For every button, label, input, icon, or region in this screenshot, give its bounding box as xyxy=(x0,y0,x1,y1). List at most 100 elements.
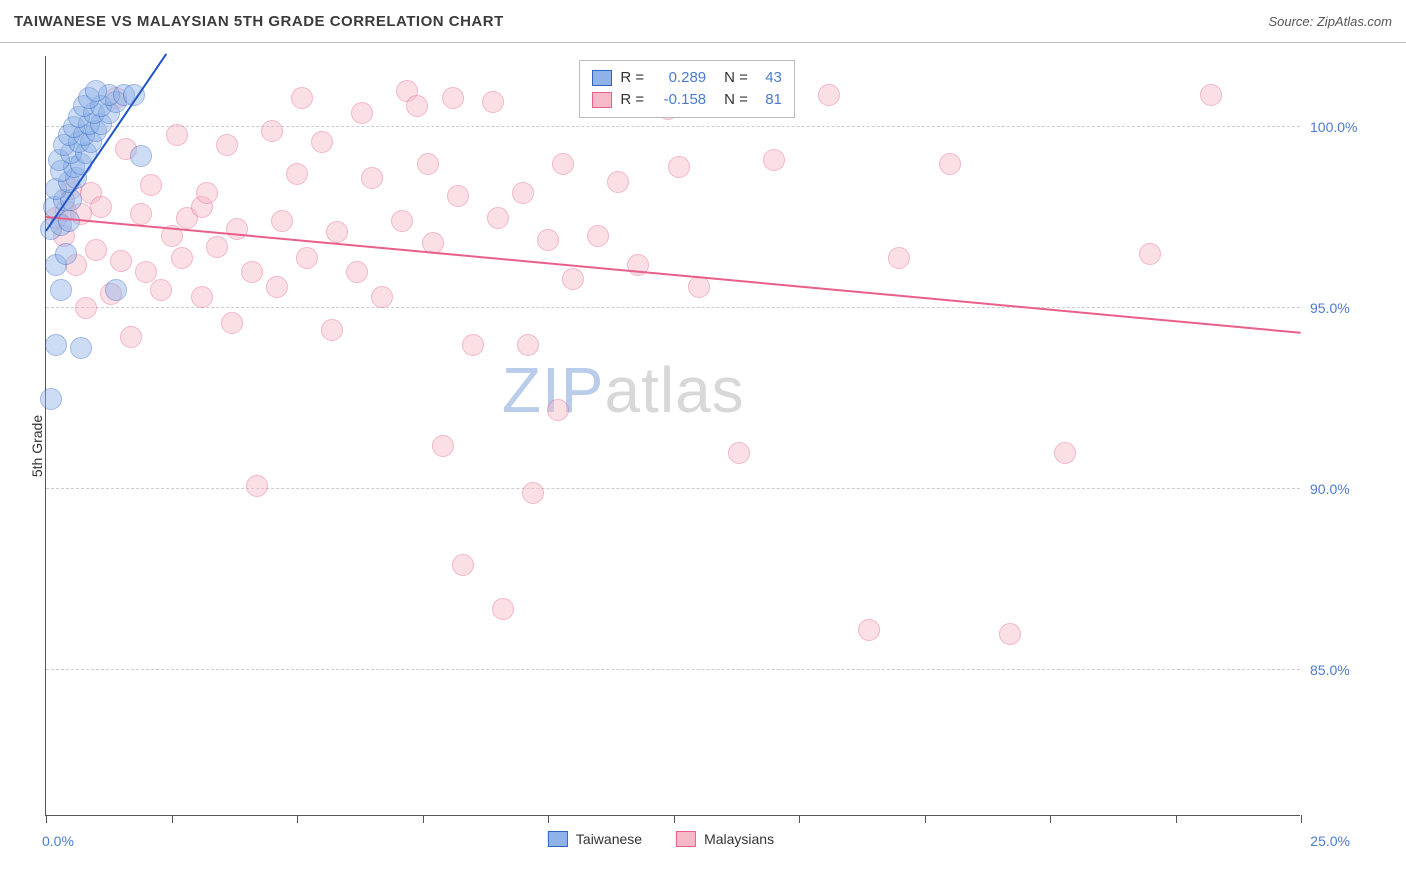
gridline xyxy=(46,307,1300,308)
malaysian-point xyxy=(85,239,107,261)
malaysian-point xyxy=(351,102,373,124)
malaysian-point xyxy=(346,261,368,283)
r-label: R = xyxy=(620,89,644,111)
malaysian-point xyxy=(171,247,193,269)
malaysian-point xyxy=(371,286,393,308)
legend-item: Taiwanese xyxy=(548,831,642,847)
malaysian-point xyxy=(452,554,474,576)
malaysian-point xyxy=(517,334,539,356)
malaysian-point xyxy=(120,326,142,348)
x-tick-label-right: 25.0% xyxy=(1310,833,1350,849)
malaysian-point xyxy=(150,279,172,301)
malaysian-point xyxy=(246,475,268,497)
malaysian-point xyxy=(587,225,609,247)
malaysian-point xyxy=(391,210,413,232)
malaysian-point xyxy=(447,185,469,207)
r-value: 0.289 xyxy=(652,67,706,89)
x-tick xyxy=(46,815,47,823)
malaysian-point xyxy=(763,149,785,171)
malaysian-point xyxy=(216,134,238,156)
malaysian-point xyxy=(140,174,162,196)
x-tick xyxy=(423,815,424,823)
malaysian-point xyxy=(512,182,534,204)
legend-stats: R =0.289N =43R =-0.158N =81 xyxy=(579,60,795,118)
x-tick xyxy=(172,815,173,823)
malaysian-point xyxy=(191,286,213,308)
malaysian-point xyxy=(90,196,112,218)
n-label: N = xyxy=(724,89,748,111)
malaysian-point xyxy=(196,182,218,204)
x-tick xyxy=(925,815,926,823)
malaysian-point xyxy=(668,156,690,178)
gridline xyxy=(46,488,1300,489)
malaysian-point xyxy=(522,482,544,504)
malaysian-point xyxy=(482,91,504,113)
malaysian-point xyxy=(130,203,152,225)
taiwanese-point xyxy=(130,145,152,167)
malaysian-point xyxy=(241,261,263,283)
x-tick xyxy=(674,815,675,823)
legend-label: Malaysians xyxy=(704,831,774,847)
x-tick-label-left: 0.0% xyxy=(42,833,74,849)
legend-swatch xyxy=(548,831,568,847)
n-label: N = xyxy=(724,67,748,89)
y-tick-label: 90.0% xyxy=(1310,481,1390,497)
y-tick-label: 95.0% xyxy=(1310,300,1390,316)
legend-swatch xyxy=(592,92,612,108)
malaysian-point xyxy=(296,247,318,269)
malaysian-point xyxy=(266,276,288,298)
y-tick-label: 100.0% xyxy=(1310,119,1390,135)
x-tick xyxy=(1301,815,1302,823)
x-tick xyxy=(1176,815,1177,823)
malaysian-point xyxy=(487,207,509,229)
malaysian-point xyxy=(728,442,750,464)
taiwanese-point xyxy=(55,243,77,265)
legend-swatch xyxy=(676,831,696,847)
x-tick xyxy=(1050,815,1051,823)
malaysian-point xyxy=(261,120,283,142)
malaysian-point xyxy=(562,268,584,290)
malaysian-point xyxy=(442,87,464,109)
malaysian-point xyxy=(311,131,333,153)
malaysian-point xyxy=(206,236,228,258)
chart-header: TAIWANESE VS MALAYSIAN 5TH GRADE CORRELA… xyxy=(0,0,1406,43)
x-tick xyxy=(548,815,549,823)
malaysian-point xyxy=(1139,243,1161,265)
legend-label: Taiwanese xyxy=(576,831,642,847)
malaysian-point xyxy=(999,623,1021,645)
malaysian-point xyxy=(547,399,569,421)
malaysian-point xyxy=(417,153,439,175)
legend-stats-row: R =-0.158N =81 xyxy=(592,89,782,111)
malaysian-point xyxy=(321,319,343,341)
malaysian-point xyxy=(1054,442,1076,464)
chart-source: Source: ZipAtlas.com xyxy=(1268,14,1392,29)
legend-series: Taiwanese Malaysians xyxy=(548,831,798,847)
malaysian-point xyxy=(537,229,559,251)
x-tick xyxy=(297,815,298,823)
watermark: ZIPatlas xyxy=(502,353,745,427)
malaysian-point xyxy=(271,210,293,232)
legend-stats-row: R =0.289N =43 xyxy=(592,67,782,89)
y-axis-label: 5th Grade xyxy=(29,415,45,477)
taiwanese-point xyxy=(85,80,107,102)
malaysian-point xyxy=(858,619,880,641)
malaysian-point xyxy=(492,598,514,620)
taiwanese-point xyxy=(50,279,72,301)
taiwanese-point xyxy=(105,279,127,301)
malaysian-point xyxy=(75,297,97,319)
malaysian-point xyxy=(166,124,188,146)
malaysian-point xyxy=(110,250,132,272)
malaysian-point xyxy=(221,312,243,334)
taiwanese-point xyxy=(45,334,67,356)
malaysian-point xyxy=(326,221,348,243)
malaysian-point xyxy=(888,247,910,269)
r-label: R = xyxy=(620,67,644,89)
gridline xyxy=(46,669,1300,670)
malaysian-point xyxy=(406,95,428,117)
malaysian-point xyxy=(462,334,484,356)
n-value: 81 xyxy=(756,89,782,111)
malaysian-point xyxy=(361,167,383,189)
plot-area: 85.0%90.0%95.0%100.0%0.0%25.0%ZIPatlasR … xyxy=(45,56,1300,816)
malaysian-point xyxy=(939,153,961,175)
malaysian-point xyxy=(286,163,308,185)
